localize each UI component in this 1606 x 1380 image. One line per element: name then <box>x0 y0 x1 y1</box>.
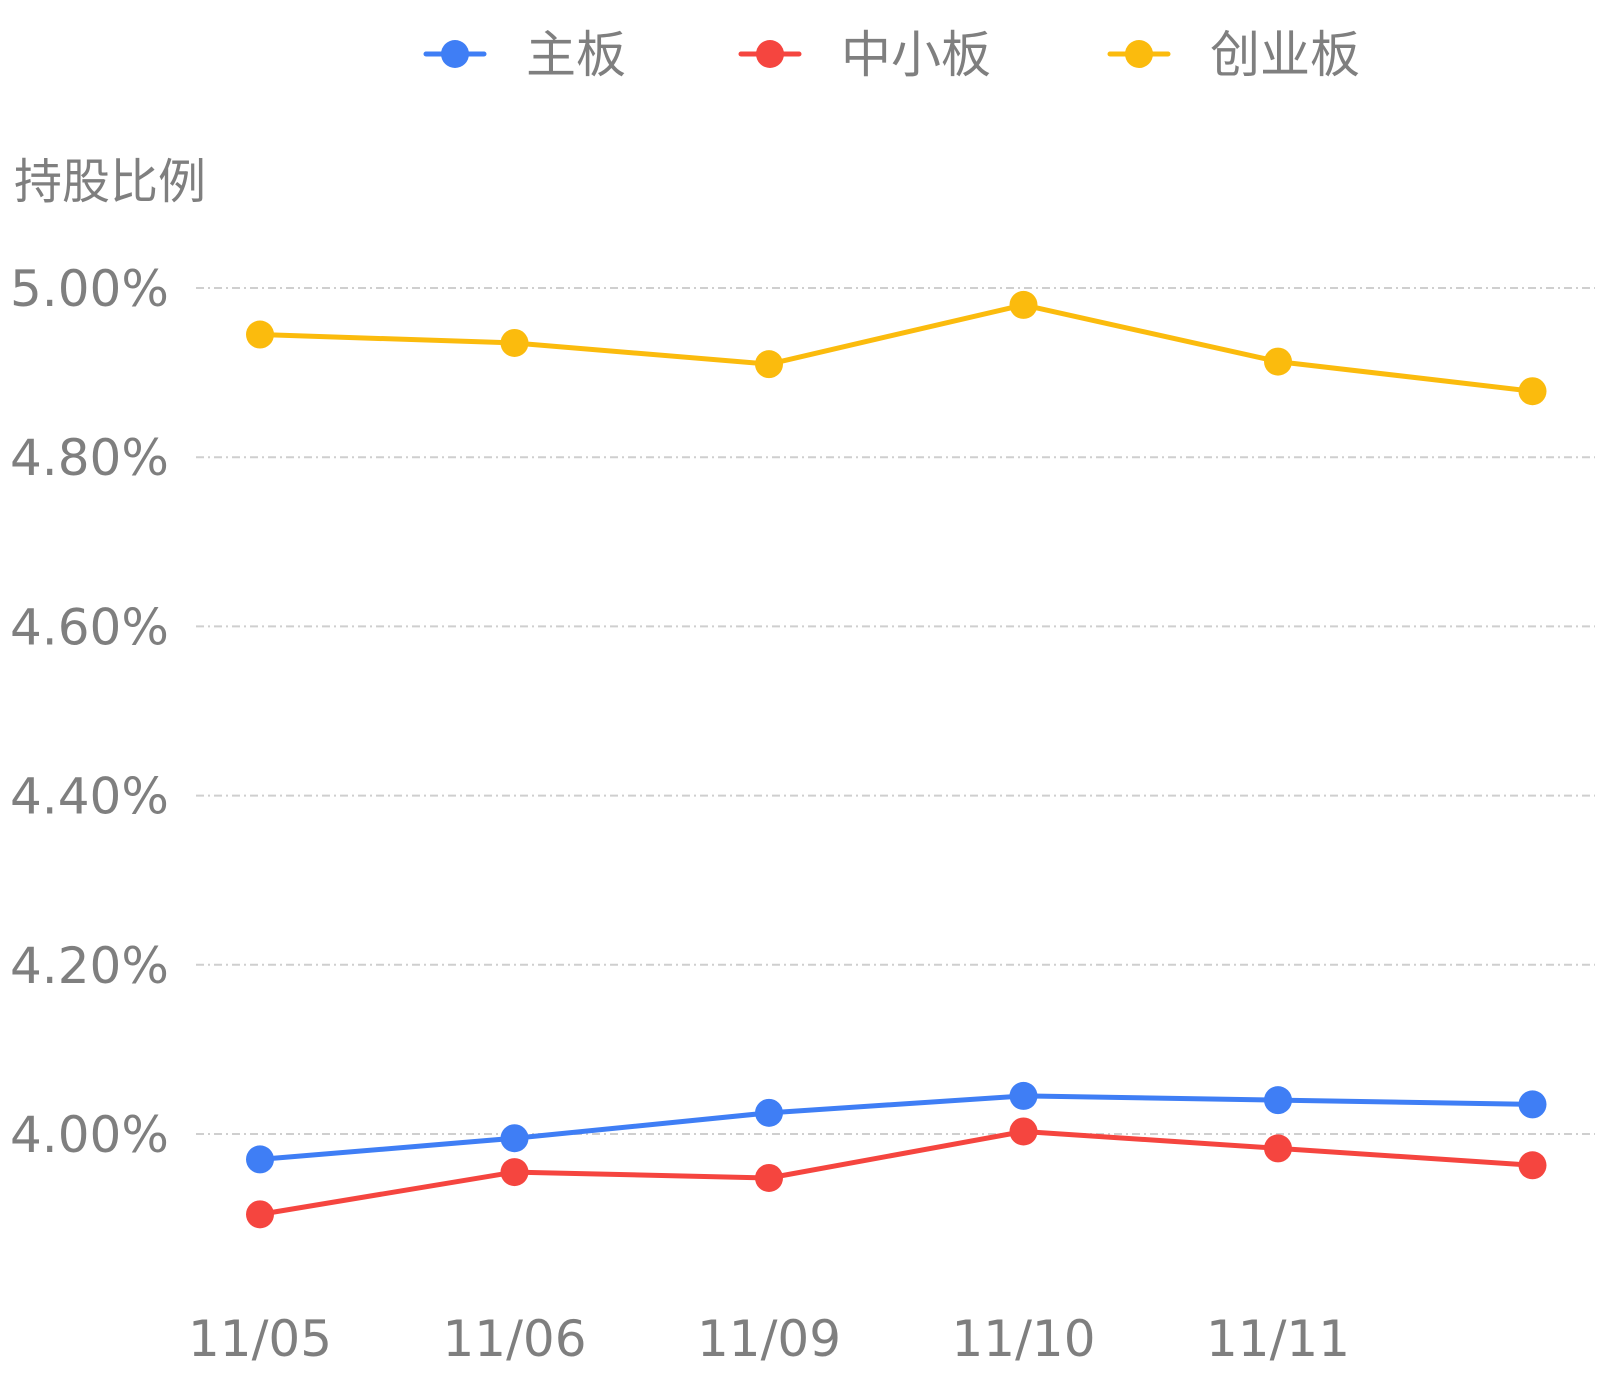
data-point <box>246 1200 274 1229</box>
series-lines <box>257 302 1535 1217</box>
legend-marker-icon <box>441 40 469 68</box>
series-line <box>257 302 1535 394</box>
data-point <box>1264 1134 1292 1163</box>
y-axis-title: 持股比例 <box>14 154 206 210</box>
y-tick-label: 4.20% <box>10 937 169 995</box>
grid <box>196 287 1595 1135</box>
x-tick-label: 11/09 <box>697 1310 841 1368</box>
x-tick-label: 11/10 <box>951 1310 1095 1368</box>
legend-marker-icon <box>756 40 784 68</box>
y-tick-label: 4.80% <box>10 429 169 487</box>
legend-item[interactable]: 创业板 <box>1107 26 1360 84</box>
data-point <box>755 1163 783 1192</box>
legend-item[interactable]: 中小板 <box>738 26 991 84</box>
data-point <box>1009 1117 1038 1146</box>
data-point <box>1009 290 1038 319</box>
legend-item[interactable]: 主板 <box>423 26 626 84</box>
legend: 主板 中小板 创业板 <box>423 26 1360 84</box>
legend-label: 创业板 <box>1210 26 1360 84</box>
data-point <box>500 1124 529 1153</box>
data-point <box>500 1158 529 1187</box>
series-points <box>246 290 1547 1229</box>
y-axis-ticks: 4.00% 4.20% 4.40% 4.60% 4.80% 5.00% <box>10 260 169 1164</box>
y-tick-label: 4.40% <box>10 768 169 826</box>
data-point <box>500 328 529 357</box>
data-point <box>1264 1086 1292 1115</box>
data-point <box>246 1145 274 1174</box>
series-line <box>257 1128 1535 1217</box>
data-point <box>1518 1151 1547 1180</box>
data-point <box>1518 377 1547 406</box>
data-point <box>1009 1081 1038 1110</box>
data-point <box>1518 1090 1547 1119</box>
y-tick-label: 4.00% <box>10 1106 169 1164</box>
legend-label: 主板 <box>526 26 626 84</box>
series-line <box>257 1093 1535 1162</box>
y-tick-label: 4.60% <box>10 598 169 656</box>
x-tick-label: 11/11 <box>1206 1310 1350 1368</box>
data-point <box>246 320 274 349</box>
y-tick-label: 5.00% <box>10 260 169 318</box>
x-tick-label: 11/06 <box>442 1310 586 1368</box>
data-point <box>755 1098 783 1127</box>
data-point <box>1264 347 1292 376</box>
x-axis-ticks: 11/05 11/06 11/09 11/10 11/11 <box>188 1310 1350 1368</box>
x-tick-label: 11/05 <box>188 1310 332 1368</box>
legend-label: 中小板 <box>841 26 991 84</box>
data-point <box>755 350 783 379</box>
legend-marker-icon <box>1125 40 1153 68</box>
